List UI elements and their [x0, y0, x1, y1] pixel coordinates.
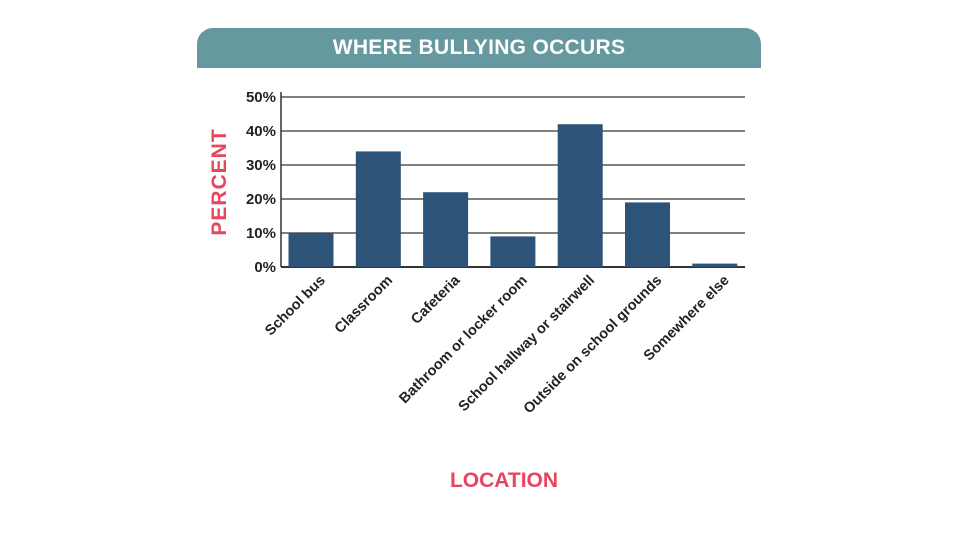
bar	[692, 263, 738, 267]
x-category-label: Cafeteria	[408, 272, 464, 328]
y-axis-label: PERCENT	[208, 128, 231, 235]
y-tick-label: 0%	[254, 259, 276, 276]
bar	[625, 202, 670, 267]
y-tick-label: 10%	[246, 225, 276, 242]
x-category-label: Outside on school grounds	[521, 273, 666, 418]
y-tick-label: 50%	[246, 89, 276, 106]
bar	[423, 192, 469, 267]
bar	[288, 233, 334, 267]
y-tick-label: 20%	[246, 191, 276, 208]
y-tick-label: 30%	[246, 157, 276, 174]
y-axis-ticks: 0% 10% 20% 30% 40% 50%	[246, 89, 276, 276]
bar	[557, 124, 603, 267]
chart-title-bar: WHERE BULLYING OCCURS	[197, 28, 761, 68]
x-category-label: School hallway or stairwell	[456, 273, 598, 415]
bars	[288, 124, 738, 267]
bar	[490, 236, 536, 267]
bar	[355, 151, 401, 267]
y-tick-label: 40%	[246, 123, 276, 140]
chart-title: WHERE BULLYING OCCURS	[332, 36, 626, 59]
x-axis-label: LOCATION	[450, 469, 558, 492]
x-category-label: Classroom	[332, 273, 396, 337]
x-category-label: Bathroom or locker room	[396, 273, 530, 407]
x-category-label: School bus	[262, 273, 329, 340]
